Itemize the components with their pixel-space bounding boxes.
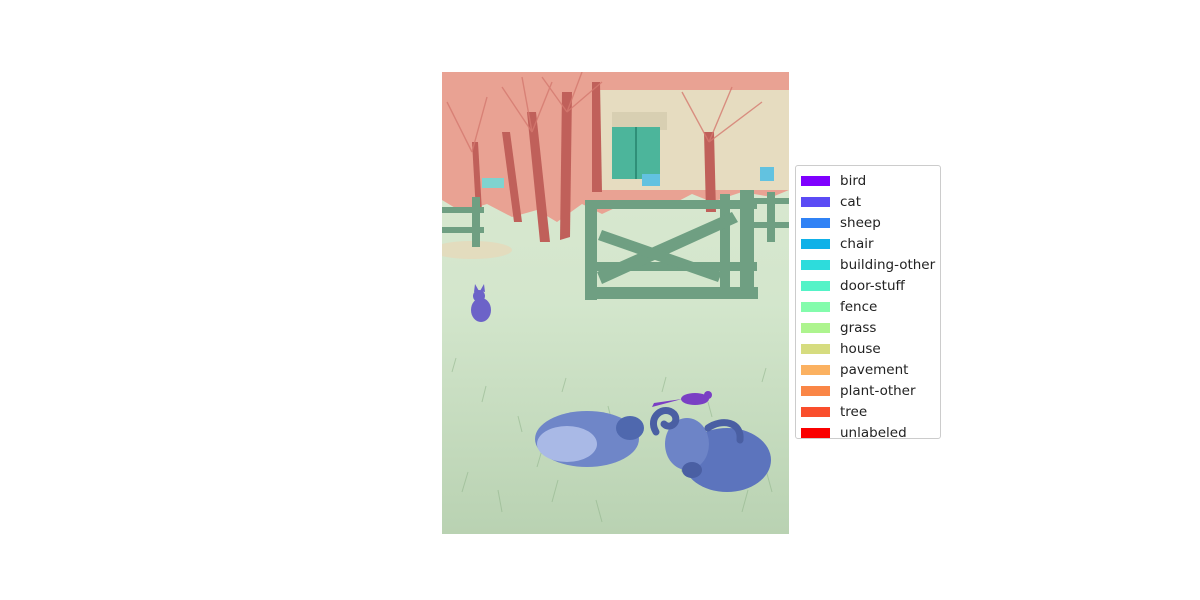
segmented-photo bbox=[442, 72, 789, 534]
legend-label: chair bbox=[840, 235, 874, 252]
legend-swatch bbox=[801, 406, 830, 417]
sheep-left bbox=[535, 411, 644, 467]
legend-swatch bbox=[801, 427, 830, 438]
legend-swatch bbox=[801, 322, 830, 333]
legend-swatch bbox=[801, 259, 830, 270]
legend-item-tree: tree bbox=[801, 401, 940, 422]
building-other-region bbox=[482, 178, 504, 188]
legend-label: plant-other bbox=[840, 382, 916, 399]
tree-branches bbox=[446, 72, 763, 153]
bird-region bbox=[652, 391, 712, 407]
legend-label: unlabeled bbox=[840, 424, 907, 441]
legend-item-sheep: sheep bbox=[801, 212, 940, 233]
fence-region bbox=[442, 190, 789, 300]
legend-label: building-other bbox=[840, 256, 936, 273]
legend-swatch bbox=[801, 280, 830, 291]
legend-swatch bbox=[801, 175, 830, 186]
legend-label: house bbox=[840, 340, 881, 357]
legend-item-plant-other: plant-other bbox=[801, 380, 940, 401]
legend-label: sheep bbox=[840, 214, 881, 231]
legend-item-chair: chair bbox=[801, 233, 940, 254]
legend-label: pavement bbox=[840, 361, 909, 378]
legend-label: bird bbox=[840, 172, 867, 189]
legend-item-grass: grass bbox=[801, 317, 940, 338]
grass-texture bbox=[451, 357, 773, 523]
sheep-right bbox=[650, 407, 771, 492]
legend-item-house: house bbox=[801, 338, 940, 359]
legend-item-bird: bird bbox=[801, 170, 940, 191]
cat-region bbox=[471, 284, 491, 322]
legend-item-pavement: pavement bbox=[801, 359, 940, 380]
legend: bird cat sheep chair building-other door… bbox=[795, 165, 941, 441]
legend-swatch bbox=[801, 238, 830, 249]
legend-swatch bbox=[801, 217, 830, 228]
segmentation-overlay-image bbox=[442, 72, 789, 534]
legend-swatch bbox=[801, 343, 830, 354]
legend-label: door-stuff bbox=[840, 277, 905, 294]
pavement-region bbox=[442, 241, 512, 259]
house-window bbox=[612, 112, 667, 130]
legend-item-building-other: building-other bbox=[801, 254, 940, 275]
legend-label: tree bbox=[840, 403, 868, 420]
tree-trunks bbox=[472, 82, 716, 242]
legend-swatch bbox=[801, 385, 830, 396]
legend-swatch bbox=[801, 301, 830, 312]
legend-item-fence: fence bbox=[801, 296, 940, 317]
legend-item-cat: cat bbox=[801, 191, 940, 212]
legend-label: grass bbox=[840, 319, 877, 336]
legend-item-unlabeled: unlabeled bbox=[801, 422, 940, 443]
legend-label: fence bbox=[840, 298, 878, 315]
legend-label: cat bbox=[840, 193, 861, 210]
legend-swatch bbox=[801, 364, 830, 375]
legend-swatch bbox=[801, 196, 830, 207]
legend-item-door-stuff: door-stuff bbox=[801, 275, 940, 296]
chair-region bbox=[642, 167, 774, 186]
